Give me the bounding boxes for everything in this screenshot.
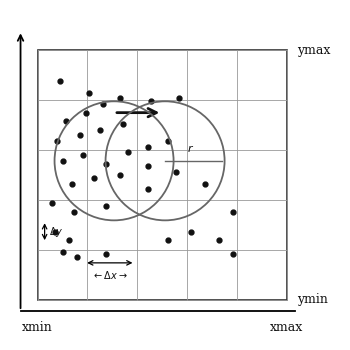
Bar: [37, 50, 287, 300]
Text: r: r: [188, 144, 193, 154]
Text: $\Delta y$: $\Delta y$: [49, 225, 63, 239]
Text: xmin: xmin: [22, 321, 53, 334]
Text: ymin: ymin: [297, 293, 328, 306]
Text: ymax: ymax: [297, 44, 330, 57]
Text: $\leftarrow\Delta x\rightarrow$: $\leftarrow\Delta x\rightarrow$: [92, 269, 128, 281]
Text: xmax: xmax: [270, 321, 303, 334]
